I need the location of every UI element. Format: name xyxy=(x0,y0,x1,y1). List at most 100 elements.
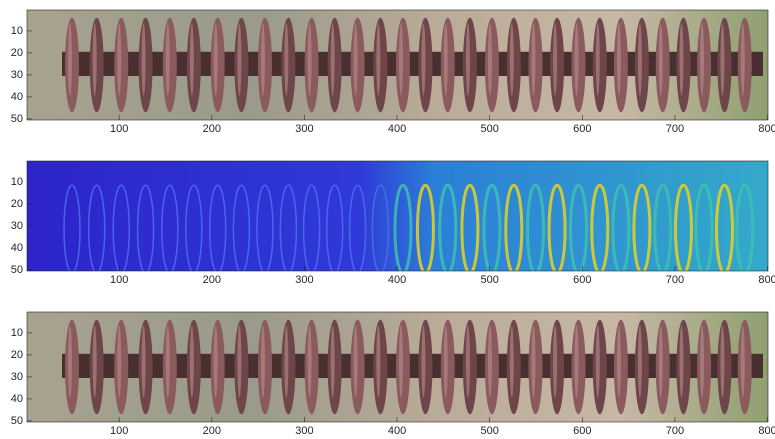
disc xyxy=(697,320,711,415)
x-tick-label: 700 xyxy=(666,274,684,286)
disc xyxy=(258,18,272,113)
y-tick-label: 40 xyxy=(11,242,23,254)
disc xyxy=(676,320,690,415)
y-tick-label: 40 xyxy=(11,91,23,103)
x-tick-label: 500 xyxy=(480,274,498,286)
y-tick-label: 20 xyxy=(11,198,23,210)
disc-highlight xyxy=(117,23,121,96)
disc xyxy=(441,18,455,113)
disc xyxy=(211,18,225,113)
disc-highlight xyxy=(444,325,448,398)
disc-highlight xyxy=(421,23,425,96)
x-tick-label: 600 xyxy=(573,123,591,135)
x-tick-label: 200 xyxy=(203,123,221,135)
disc xyxy=(717,320,731,415)
x-tick-label: 400 xyxy=(388,425,406,437)
disc-highlight xyxy=(679,23,683,96)
disc xyxy=(529,320,543,415)
x-tick-label: 500 xyxy=(480,425,498,437)
disc-highlight xyxy=(638,23,642,96)
disc xyxy=(614,18,628,113)
disc xyxy=(234,18,248,113)
disc xyxy=(635,18,649,113)
disc xyxy=(507,320,521,415)
disc xyxy=(485,320,499,415)
disc-highlight xyxy=(510,325,514,398)
disc xyxy=(258,320,272,415)
disc-highlight xyxy=(237,23,241,96)
plot-area xyxy=(27,161,768,273)
disc-highlight xyxy=(488,325,492,398)
disc-highlight xyxy=(741,23,745,96)
disc xyxy=(485,18,499,113)
disc-highlight xyxy=(553,325,557,398)
disc xyxy=(305,320,319,415)
x-tick-label: 300 xyxy=(295,425,313,437)
disc xyxy=(90,18,104,113)
disc-highlight xyxy=(166,325,170,398)
disc-highlight xyxy=(68,23,72,96)
disc xyxy=(572,320,586,415)
disc xyxy=(656,320,670,415)
disc-highlight xyxy=(532,23,536,96)
disc xyxy=(281,18,295,113)
disc-highlight xyxy=(638,325,642,398)
disc-highlight xyxy=(720,23,724,96)
disc-highlight xyxy=(376,23,380,96)
disc xyxy=(234,320,248,415)
disc-highlight xyxy=(575,325,579,398)
x-tick-label: 300 xyxy=(295,274,313,286)
y-tick-label: 50 xyxy=(11,415,23,427)
disc xyxy=(373,18,387,113)
x-tick-label: 500 xyxy=(480,123,498,135)
x-tick-label: 400 xyxy=(388,274,406,286)
x-tick-label: 100 xyxy=(110,425,128,437)
disc-highlight xyxy=(261,325,265,398)
x-tick-label: 800 xyxy=(758,123,775,135)
disc-highlight xyxy=(308,23,312,96)
disc-highlight xyxy=(466,325,470,398)
x-tick-label: 100 xyxy=(110,274,128,286)
disc xyxy=(418,320,432,415)
disc xyxy=(550,320,564,415)
disc xyxy=(463,320,477,415)
y-tick-label: 50 xyxy=(11,264,23,276)
disc xyxy=(441,320,455,415)
disc-highlight xyxy=(575,23,579,96)
disc xyxy=(738,18,752,113)
disc-highlight xyxy=(399,325,403,398)
disc-highlight xyxy=(466,23,470,96)
y-tick-label: 10 xyxy=(11,327,23,339)
disc-highlight xyxy=(617,23,621,96)
disc xyxy=(114,18,128,113)
plot-area xyxy=(27,312,768,422)
disc-highlight xyxy=(532,325,536,398)
disc xyxy=(676,18,690,113)
y-tick-label: 40 xyxy=(11,393,23,405)
disc-highlight xyxy=(700,23,704,96)
disc-highlight xyxy=(331,325,335,398)
disc xyxy=(65,320,79,415)
x-tick-label: 700 xyxy=(666,425,684,437)
disc-highlight xyxy=(720,325,724,398)
disc-highlight xyxy=(376,325,380,398)
disc xyxy=(572,18,586,113)
disc-highlight xyxy=(700,325,704,398)
disc xyxy=(507,18,521,113)
disc-highlight xyxy=(596,23,600,96)
y-tick-label: 30 xyxy=(11,371,23,383)
figure: 1002003004005006007008001020304050100200… xyxy=(0,0,775,439)
disc-highlight xyxy=(553,23,557,96)
disc-highlight xyxy=(190,325,194,398)
disc-highlight xyxy=(166,23,170,96)
y-tick-label: 30 xyxy=(11,220,23,232)
disc xyxy=(187,320,201,415)
disc-highlight xyxy=(190,23,194,96)
disc xyxy=(90,320,104,415)
y-tick-label: 20 xyxy=(11,47,23,59)
disc-highlight xyxy=(284,325,288,398)
disc-highlight xyxy=(214,325,218,398)
y-tick-label: 10 xyxy=(11,176,23,188)
disc-highlight xyxy=(284,23,288,96)
disc-highlight xyxy=(659,325,663,398)
